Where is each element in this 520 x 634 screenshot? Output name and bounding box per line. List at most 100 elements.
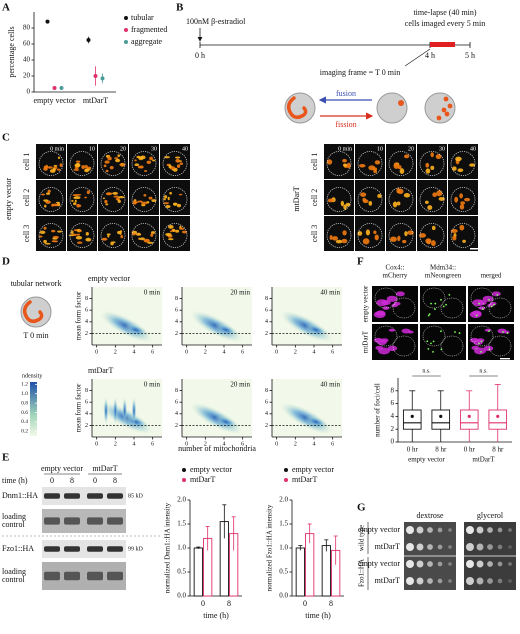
mito-signal xyxy=(73,169,80,171)
label: 0 xyxy=(50,476,54,485)
time-label: 10 xyxy=(89,146,95,152)
y-tick-label: 8 xyxy=(85,388,88,394)
mito-signal xyxy=(472,299,484,307)
colony-spot xyxy=(437,527,443,533)
foci xyxy=(480,351,482,353)
x-tick-label: 2 xyxy=(204,349,207,355)
label: loading xyxy=(2,512,26,521)
mito-signal xyxy=(469,311,482,318)
label: Dnm1::HA xyxy=(2,491,38,500)
foci xyxy=(442,305,445,308)
y-tick-label: 2 xyxy=(265,331,268,337)
mito-signal xyxy=(136,233,142,236)
cell-outline xyxy=(162,187,188,212)
cell-outline xyxy=(470,325,494,347)
scale-bar xyxy=(500,358,510,360)
time-label: 20 xyxy=(120,146,126,152)
foci xyxy=(430,302,433,305)
colony-spot xyxy=(437,544,443,550)
cell-outline xyxy=(326,187,352,212)
colony-spot xyxy=(508,562,512,566)
row-label: cell 1 xyxy=(22,153,31,171)
y-tick-label: 6 xyxy=(175,308,178,314)
mito-signal xyxy=(150,233,154,237)
panel-letter: G xyxy=(357,502,366,514)
mito-signal xyxy=(143,238,150,243)
bar xyxy=(193,547,203,597)
x-axis-label: number of mitochondria xyxy=(178,444,256,453)
box xyxy=(459,409,479,430)
density-core xyxy=(124,415,148,429)
density-core xyxy=(214,323,238,337)
band xyxy=(87,546,103,552)
micrograph xyxy=(448,180,478,215)
group-label: mtDarT xyxy=(88,366,113,375)
cell-outline xyxy=(450,187,476,212)
channel-label: mCherry xyxy=(383,272,408,280)
mito-signal xyxy=(430,152,434,158)
mito-signal xyxy=(399,168,405,175)
y-tick-label: 6 xyxy=(265,308,268,314)
mito-signal xyxy=(404,154,410,159)
mito-signal xyxy=(380,338,389,343)
cell-outline xyxy=(100,187,126,212)
density xyxy=(279,310,334,343)
micrograph xyxy=(160,144,190,179)
mito-signal xyxy=(75,193,82,196)
mito-signal xyxy=(84,165,88,169)
x-tick-label: 4 xyxy=(133,441,136,447)
y-tick-label: 8 xyxy=(175,296,178,302)
x-tick-label: 6 xyxy=(151,441,154,447)
y-tick-label: 80 xyxy=(23,24,31,32)
colony-spot xyxy=(406,560,414,568)
colony-spot xyxy=(427,544,433,550)
channel-label: mNeongreen xyxy=(425,272,462,280)
label: Fzo1::HA xyxy=(2,544,34,553)
colony-spot xyxy=(448,528,452,532)
colorbar xyxy=(30,382,37,436)
cell-outline xyxy=(470,287,494,309)
mito-signal xyxy=(141,201,148,205)
mito-signal xyxy=(134,163,140,167)
y-tick-label: 8 xyxy=(175,388,178,394)
mito-signal xyxy=(102,237,106,241)
mito-signal xyxy=(119,163,126,166)
colony-spot xyxy=(476,543,484,551)
mito-signal xyxy=(43,239,47,244)
mito-signal xyxy=(373,311,386,318)
colony-spot xyxy=(508,528,512,532)
cell-outline xyxy=(422,287,446,309)
cell-outline xyxy=(357,223,383,248)
time-label: 0 min xyxy=(338,146,352,152)
micrograph xyxy=(324,216,354,251)
mito-signal xyxy=(346,162,351,169)
mito-signal xyxy=(329,235,333,240)
x-tick-label: 0 xyxy=(201,599,205,608)
mito-signal xyxy=(376,299,388,307)
band xyxy=(107,546,123,552)
band xyxy=(64,546,80,552)
mito-signal xyxy=(459,224,465,231)
x-tick-label: 0 hr xyxy=(407,446,419,454)
mito-signal xyxy=(454,196,459,203)
x-tick-label: 6 xyxy=(241,349,244,355)
mito-signal xyxy=(432,225,436,231)
mito-signal xyxy=(85,232,89,236)
time-label: 10 xyxy=(377,146,383,152)
density-stripe xyxy=(122,396,128,425)
mito-signal xyxy=(176,164,181,168)
mito-signal xyxy=(482,295,494,302)
row-label: empty vector xyxy=(362,285,370,322)
mito-signal xyxy=(368,200,373,206)
panel-letter: A xyxy=(2,2,10,14)
mito-signal xyxy=(120,234,124,239)
cell-outline xyxy=(488,335,512,357)
foci xyxy=(432,351,434,353)
mito-signal xyxy=(56,168,61,171)
x-tick-label: 2 xyxy=(204,441,207,447)
mito-aggregate xyxy=(398,100,404,106)
mito-signal xyxy=(107,156,112,161)
x-tick-label: 6 xyxy=(331,349,334,355)
cell-outline xyxy=(450,223,476,248)
legend-label: empty vector xyxy=(190,465,232,474)
